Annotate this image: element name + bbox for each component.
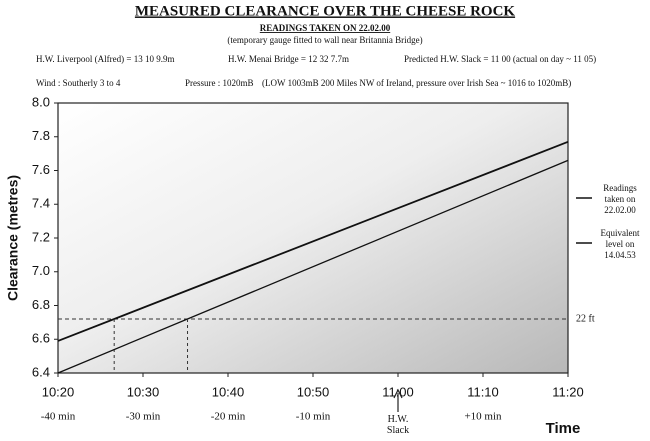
x2-tick-label: -20 min xyxy=(211,411,246,423)
x-axis-label: Time xyxy=(546,420,581,437)
x2-tick-label: -40 min xyxy=(41,411,76,423)
reference-label: 22 ft xyxy=(576,313,595,324)
x2-tick-label: -10 min xyxy=(296,411,331,423)
plot-area xyxy=(57,102,569,374)
x-tick-label: 10:50 xyxy=(297,384,330,399)
legend-label: Readings taken on 22.02.00 xyxy=(603,183,637,215)
y-tick-label: 6.8 xyxy=(32,297,50,312)
conditions: Wind : Southerly 3 to 4 xyxy=(36,78,121,88)
note: (temporary gauge fitted to wall near Bri… xyxy=(227,35,422,45)
series-line xyxy=(57,140,569,342)
x-tick-label: 10:20 xyxy=(42,384,75,399)
info: H.W. Liverpool (Alfred) = 13 10 9.9m xyxy=(36,54,174,64)
conditions: Pressure : 1020mB xyxy=(185,78,254,88)
x-tick-label: 11:20 xyxy=(552,384,584,399)
y-tick-label: 6.4 xyxy=(32,364,50,379)
info: H.W. Menai Bridge = 12 32 7.7m xyxy=(228,54,349,64)
annotation-arrowhead xyxy=(393,388,403,399)
y-tick-label: 8.0 xyxy=(32,94,50,109)
x2-tick-label: +10 min xyxy=(464,411,502,423)
y-tick-label: 7.8 xyxy=(32,128,50,143)
y-axis-label: Clearance (metres) xyxy=(5,175,21,301)
annotation: H.W. Slack xyxy=(386,414,410,436)
series-line xyxy=(57,159,569,374)
x-tick-label: 10:40 xyxy=(212,384,245,399)
x-tick-label: 10:30 xyxy=(127,384,160,399)
y-tick-label: 7.4 xyxy=(32,196,50,211)
conditions: (LOW 1003mB 200 Miles NW of Ireland, pre… xyxy=(262,78,571,88)
chart-title: MEASURED CLEARANCE OVER THE CHEESE ROCK xyxy=(135,3,516,19)
x-tick-label: 11:00 xyxy=(382,384,414,399)
legend-label: Equivalent level on 14.04.53 xyxy=(600,228,640,260)
y-tick-label: 6.6 xyxy=(32,331,50,346)
x-tick-label: 11:10 xyxy=(467,384,499,399)
x2-tick-label: -30 min xyxy=(126,411,161,423)
y-tick-label: 7.2 xyxy=(32,229,50,244)
y-tick-label: 7.6 xyxy=(32,162,50,177)
subtitle: READINGS TAKEN ON 22.02.00 xyxy=(260,23,391,33)
info: Predicted H.W. Slack = 11 00 (actual on … xyxy=(404,54,596,64)
y-tick-label: 7.0 xyxy=(32,263,50,278)
